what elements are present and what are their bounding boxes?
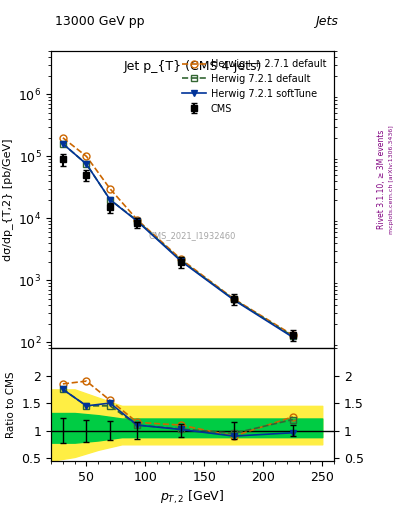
Herwig 7.2.1 softTune [290, 334, 295, 340]
Herwig 7.2.1 default [135, 218, 140, 224]
Line: Herwig 7.2.1 default: Herwig 7.2.1 default [59, 140, 296, 339]
Herwig++ 2.7.1 default [135, 217, 140, 223]
Herwig 7.2.1 softTune [231, 297, 236, 303]
Text: CMS_2021_I1932460: CMS_2021_I1932460 [149, 231, 236, 240]
Text: Jets: Jets [315, 15, 338, 28]
Legend: Herwig++ 2.7.1 default, Herwig 7.2.1 default, Herwig 7.2.1 softTune, CMS: Herwig++ 2.7.1 default, Herwig 7.2.1 def… [179, 56, 329, 116]
Herwig 7.2.1 default [84, 161, 89, 167]
Herwig++ 2.7.1 default [290, 332, 295, 338]
Line: Herwig++ 2.7.1 default: Herwig++ 2.7.1 default [59, 134, 296, 338]
Text: Jet p_{T} (CMS 4-jets): Jet p_{T} (CMS 4-jets) [123, 60, 262, 73]
Herwig++ 2.7.1 default [108, 186, 112, 192]
Text: mcplots.cern.ch [arXiv:1306.3436]: mcplots.cern.ch [arXiv:1306.3436] [389, 125, 393, 233]
Line: Herwig 7.2.1 softTune: Herwig 7.2.1 softTune [59, 140, 296, 340]
Herwig 7.2.1 default [231, 296, 236, 303]
Text: 13000 GeV pp: 13000 GeV pp [55, 15, 145, 28]
Herwig++ 2.7.1 default [231, 296, 236, 302]
Herwig 7.2.1 softTune [84, 161, 89, 167]
Herwig++ 2.7.1 default [61, 135, 65, 141]
X-axis label: $p_{T,2}$ [GeV]: $p_{T,2}$ [GeV] [160, 489, 225, 506]
Herwig 7.2.1 softTune [108, 197, 112, 203]
Herwig++ 2.7.1 default [84, 153, 89, 159]
Text: Rivet 3.1.10, ≥ 3M events: Rivet 3.1.10, ≥ 3M events [377, 130, 386, 229]
Y-axis label: Ratio to CMS: Ratio to CMS [6, 371, 16, 438]
Herwig++ 2.7.1 default [178, 256, 183, 262]
Herwig 7.2.1 default [61, 141, 65, 147]
Herwig 7.2.1 default [178, 257, 183, 263]
Herwig 7.2.1 default [108, 197, 112, 203]
Y-axis label: dσ/dp_{T,2} [pb/GeV]: dσ/dp_{T,2} [pb/GeV] [2, 138, 13, 261]
Herwig 7.2.1 default [290, 333, 295, 339]
Herwig 7.2.1 softTune [135, 218, 140, 224]
Herwig 7.2.1 softTune [178, 258, 183, 264]
Herwig 7.2.1 softTune [61, 141, 65, 147]
